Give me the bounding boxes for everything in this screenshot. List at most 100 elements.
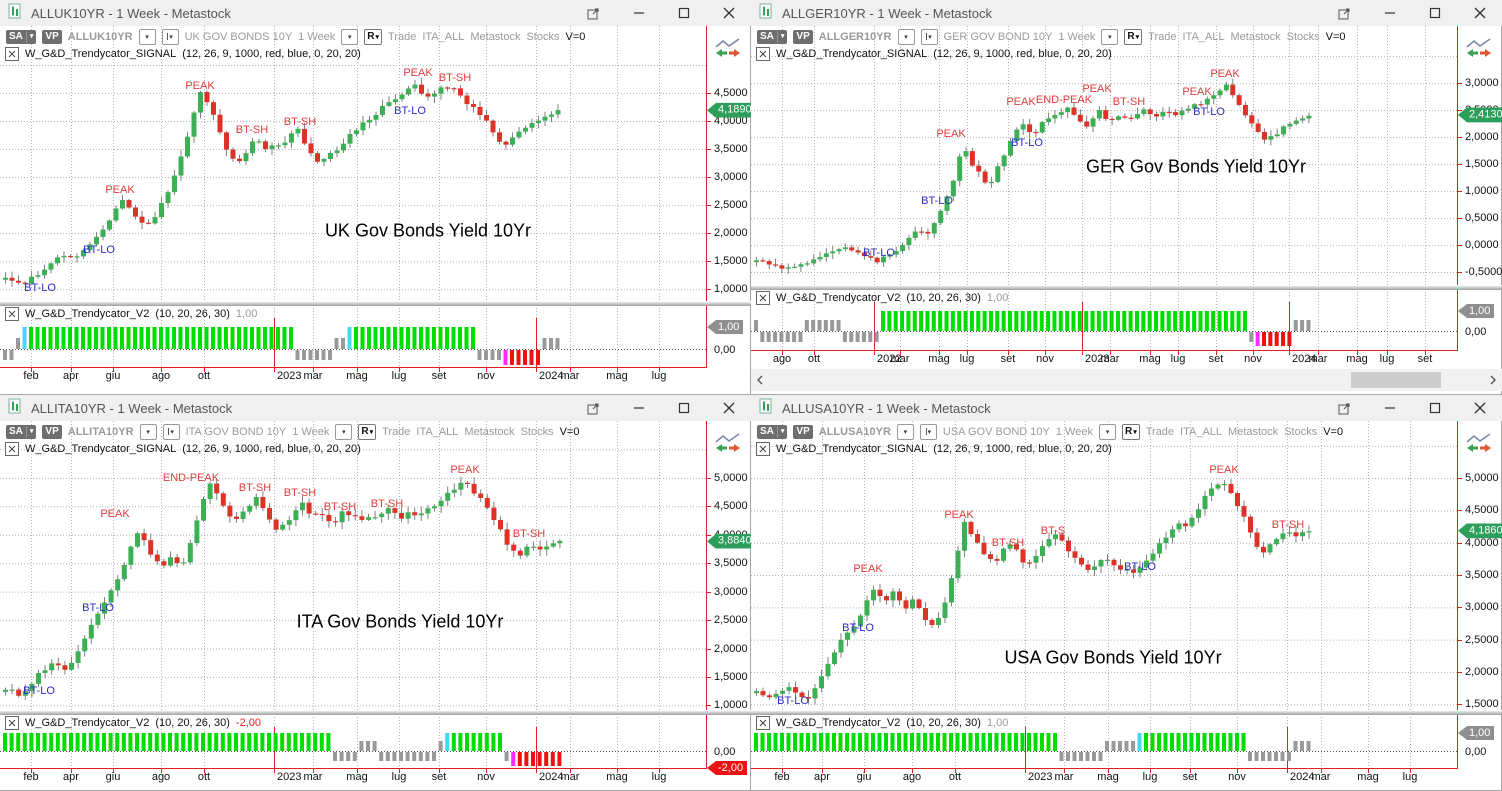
v2-indicator-row: W_G&D_Trendycator_V2 (10, 20, 26, 30) 1,00: [5, 307, 257, 321]
candlestick-plot[interactable]: [0, 26, 751, 301]
signal-indicator-row: W_G&D_Trendycator_SIGNAL (12, 26, 9, 1000…: [5, 442, 361, 456]
scroll-right-icon[interactable]: [1484, 369, 1502, 391]
close-icon[interactable]: [706, 395, 751, 421]
field-dropdown-icon[interactable]: ▾: [161, 28, 179, 45]
pane-separator[interactable]: [751, 710, 1502, 715]
security-description: UK GOV BONDS 10Y: [184, 30, 293, 43]
symbol-name[interactable]: ALLUSA10YR: [818, 425, 891, 438]
field-dropdown-icon[interactable]: ▾: [919, 423, 937, 440]
vp-button[interactable]: VP: [42, 29, 62, 44]
popout-icon[interactable]: [1322, 0, 1367, 26]
timeframe-dropdown-icon[interactable]: ▾: [1101, 28, 1119, 45]
maximize-icon[interactable]: [1412, 395, 1457, 421]
range-button[interactable]: R ▾: [358, 423, 377, 440]
pane-separator[interactable]: [751, 285, 1502, 290]
volume-indicator: V=0: [565, 30, 586, 43]
vp-button[interactable]: VP: [793, 424, 813, 439]
close-icon[interactable]: [706, 0, 751, 26]
signal-annotation: BT-SH: [235, 124, 269, 136]
symbol-analysis-button[interactable]: SA ▾: [757, 29, 788, 44]
symbol-analysis-label: SA: [9, 425, 23, 437]
symbol-dropdown-icon[interactable]: ▾: [139, 423, 157, 440]
indicator-checkbox[interactable]: [5, 716, 19, 730]
window-title: ALLUK10YR - 1 Week - Metastock: [31, 5, 231, 21]
candlestick-plot[interactable]: [751, 421, 1502, 710]
indicator-checkbox[interactable]: [5, 307, 19, 321]
window-titlebar[interactable]: ALLITA10YR - 1 Week - Metastock: [0, 395, 751, 421]
timeframe-dropdown-icon[interactable]: ▾: [335, 423, 353, 440]
minimize-icon[interactable]: [1367, 395, 1412, 421]
minimize-icon[interactable]: [616, 395, 661, 421]
toolbar-item-0: Trade: [388, 30, 417, 43]
price-tick-label: 4,5000: [714, 86, 748, 99]
date-tick-label: feb: [774, 771, 790, 783]
window-titlebar[interactable]: ALLUK10YR - 1 Week - Metastock: [0, 0, 751, 26]
price-tick-mark: [1457, 640, 1462, 641]
maximize-icon[interactable]: [1412, 0, 1457, 26]
symbol-analysis-button[interactable]: SA ▾: [757, 424, 788, 439]
field-dropdown-icon[interactable]: ▾: [920, 28, 938, 45]
scroll-left-icon[interactable]: [751, 369, 769, 391]
signal-indicator-name: W_G&D_Trendycator_SIGNAL: [25, 48, 177, 60]
signal-annotation: BT-SH: [512, 528, 546, 540]
indicator-histogram[interactable]: [0, 305, 751, 367]
close-icon[interactable]: [1457, 0, 1502, 26]
date-tick-label: nov: [1228, 771, 1246, 783]
date-tick-label: mag: [346, 771, 368, 783]
date-tick-mark: [486, 368, 487, 372]
v2-indicator-row: W_G&D_Trendycator_V2 (10, 20, 26, 30) -2,0…: [5, 716, 261, 730]
indicator-checkbox[interactable]: [5, 47, 19, 61]
maximize-icon[interactable]: [661, 395, 706, 421]
signal-annotation: PEAK: [1209, 464, 1239, 476]
timeframe-dropdown-icon[interactable]: ▾: [1098, 423, 1116, 440]
vp-button[interactable]: VP: [793, 29, 813, 44]
indicator-checkbox[interactable]: [756, 291, 770, 305]
field-dropdown-icon[interactable]: ▾: [162, 423, 180, 440]
maximize-icon[interactable]: [661, 0, 706, 26]
range-button[interactable]: R ▾: [1124, 28, 1143, 45]
minimize-icon[interactable]: [616, 0, 661, 26]
range-button[interactable]: R ▾: [364, 28, 382, 45]
indicator-checkbox[interactable]: [756, 716, 770, 730]
window-titlebar[interactable]: ALLGER10YR - 1 Week - Metastock: [751, 0, 1502, 26]
range-label: R: [1124, 426, 1133, 437]
date-axis-line: [0, 768, 707, 769]
pane-separator[interactable]: [0, 301, 751, 306]
date-tick-mark: [1025, 769, 1026, 773]
minimize-icon[interactable]: [1367, 0, 1412, 26]
indicator-checkbox[interactable]: [756, 442, 770, 456]
symbol-dropdown-icon[interactable]: ▾: [897, 28, 915, 45]
popout-icon[interactable]: [571, 0, 616, 26]
indicator-checkbox[interactable]: [756, 47, 770, 61]
close-icon[interactable]: [1457, 395, 1502, 421]
symbol-analysis-button[interactable]: SA ▾: [6, 424, 37, 439]
vp-button[interactable]: VP: [42, 424, 62, 439]
symbol-analysis-button[interactable]: SA ▾: [6, 29, 37, 44]
indicator-checkbox[interactable]: [5, 442, 19, 456]
chart-watermark-title: ITA Gov Bonds Yield 10Yr: [296, 611, 504, 632]
signal-annotation: BT-SH: [438, 72, 472, 84]
pane-separator[interactable]: [0, 710, 751, 715]
horizontal-scrollbar[interactable]: [751, 369, 1502, 391]
date-tick-mark: [536, 368, 537, 372]
range-button[interactable]: R ▾: [1121, 423, 1140, 440]
indicator-histogram[interactable]: [751, 714, 1502, 768]
date-tick-mark: [1318, 351, 1319, 355]
timeframe-dropdown-icon[interactable]: ▾: [341, 28, 359, 45]
symbol-dropdown-icon[interactable]: ▾: [896, 423, 914, 440]
symbol-name[interactable]: ALLUK10YR: [67, 30, 133, 43]
window-titlebar[interactable]: ALLUSA10YR - 1 Week - Metastock: [751, 395, 1502, 421]
candlestick-plot[interactable]: [0, 421, 751, 710]
scrollbar-thumb[interactable]: [1351, 372, 1441, 388]
candlestick-plot[interactable]: [751, 26, 1502, 285]
symbol-name[interactable]: ALLGER10YR: [818, 30, 892, 43]
popout-icon[interactable]: [571, 395, 616, 421]
date-tick-mark: [570, 368, 571, 372]
signal-annotation: BT-SH: [238, 482, 272, 494]
symbol-dropdown-icon[interactable]: ▾: [138, 28, 156, 45]
indicator-histogram[interactable]: [0, 714, 751, 768]
symbol-name[interactable]: ALLITA10YR: [67, 425, 134, 438]
popout-icon[interactable]: [1322, 395, 1367, 421]
indicator-histogram[interactable]: [751, 289, 1502, 350]
price-axis-line: [1457, 26, 1458, 351]
